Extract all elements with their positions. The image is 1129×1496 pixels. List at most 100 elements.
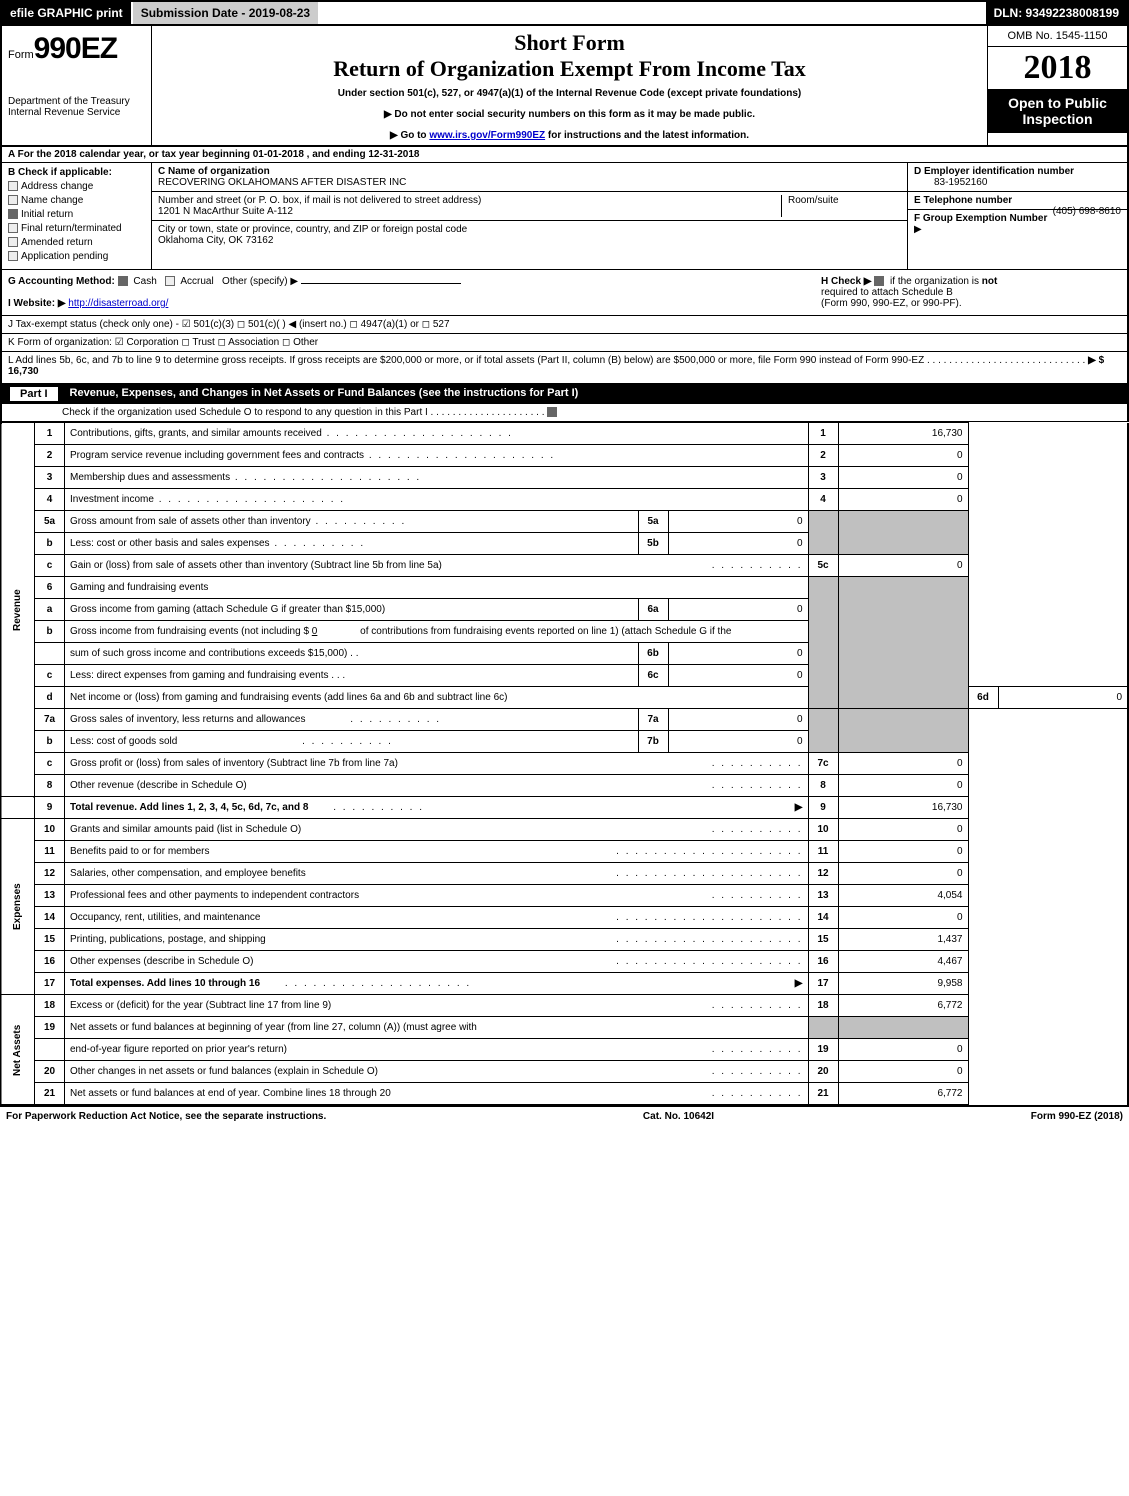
box-c-street-row: Number and street (or P. O. box, if mail… [152, 192, 907, 220]
submission-date: Submission Date - 2019-08-23 [133, 2, 318, 24]
dln-label: DLN: 93492238008199 [986, 2, 1127, 24]
chk-accrual[interactable] [165, 276, 175, 286]
l19-shade-amt [838, 1017, 968, 1039]
line-a-tax-year: A For the 2018 calendar year, or tax yea… [0, 147, 1129, 162]
l15-box: 15 [808, 929, 838, 951]
l11-box: 11 [808, 841, 838, 863]
box-d-label: D Employer identification number [914, 166, 1074, 177]
street-label: Number and street (or P. O. box, if mail… [158, 195, 481, 206]
l5a-sub: 5a [638, 511, 668, 533]
l6c-sval: 0 [668, 665, 808, 687]
l12-box: 12 [808, 863, 838, 885]
box-c-street: Number and street (or P. O. box, if mail… [158, 195, 781, 217]
other-label: Other (specify) ▶ [222, 276, 298, 287]
chk-amended-return[interactable]: Amended return [8, 237, 145, 248]
chk-final-return[interactable]: Final return/terminated [8, 223, 145, 234]
form-header: Form990EZ Department of the Treasury Int… [0, 26, 1129, 147]
chk-name-change[interactable]: Name change [8, 195, 145, 206]
irs-link[interactable]: www.irs.gov/Form990EZ [429, 130, 545, 141]
chk-initial-return[interactable]: Initial return [8, 209, 145, 220]
l6a-num: a [35, 599, 65, 621]
netassets-side-label: Net Assets [1, 995, 35, 1105]
ssn-warning: ▶ Do not enter social security numbers o… [160, 109, 979, 120]
l21-desc: Net assets or fund balances at end of ye… [65, 1083, 809, 1105]
l20-num: 20 [35, 1061, 65, 1083]
row-l: L Add lines 5b, 6c, and 7b to line 9 to … [0, 352, 1129, 384]
line-3: 3 Membership dues and assessments 3 0 [1, 467, 1128, 489]
l2-amt: 0 [838, 445, 968, 467]
revenue-side-label: Revenue [1, 423, 35, 797]
line-6: 6 Gaming and fundraising events [1, 577, 1128, 599]
footer-right: Form 990-EZ (2018) [1031, 1111, 1123, 1122]
website-link[interactable]: http://disasterroad.org/ [68, 298, 168, 309]
l6b-desc-2: sum of such gross income and contributio… [65, 643, 639, 665]
l14-box: 14 [808, 907, 838, 929]
chk-application-pending[interactable]: Application pending [8, 251, 145, 262]
l13-box: 13 [808, 885, 838, 907]
ein-value: 83-1952160 [914, 177, 987, 188]
part-1-table: Revenue 1 Contributions, gifts, grants, … [0, 422, 1129, 1105]
line-20: 20Other changes in net assets or fund ba… [1, 1061, 1128, 1083]
l6c-sub: 6c [638, 665, 668, 687]
l18-num: 18 [35, 995, 65, 1017]
cash-label: Cash [133, 276, 156, 287]
line-18: Net Assets 18Excess or (deficit) for the… [1, 995, 1128, 1017]
l16-desc: Other expenses (describe in Schedule O) [65, 951, 809, 973]
line-17: 17Total expenses. Add lines 10 through 1… [1, 973, 1128, 995]
l5b-num: b [35, 533, 65, 555]
l7a-num: 7a [35, 709, 65, 731]
tax-year: 2018 [988, 47, 1127, 89]
row-g: G Accounting Method: Cash Accrual Other … [8, 276, 821, 309]
header-right-box: OMB No. 1545-1150 2018 Open to Public In… [987, 26, 1127, 145]
h-label: H Check ▶ [821, 276, 871, 287]
line-7c: c Gross profit or (loss) from sales of i… [1, 753, 1128, 775]
l7c-amt: 0 [838, 753, 968, 775]
l16-box: 16 [808, 951, 838, 973]
line-21: 21Net assets or fund balances at end of … [1, 1083, 1128, 1105]
l12-num: 12 [35, 863, 65, 885]
l7c-box: 7c [808, 753, 838, 775]
l18-box: 18 [808, 995, 838, 1017]
dept-label-1: Department of the Treasury [8, 96, 145, 107]
l11-num: 11 [35, 841, 65, 863]
line-10: Expenses 10 Grants and similar amounts p… [1, 819, 1128, 841]
h-text1: if the organization is [890, 276, 982, 287]
city-value: Oklahoma City, OK 73162 [158, 235, 273, 246]
box-e: E Telephone number (405) 698-8610 [908, 192, 1127, 210]
line-5a: 5a Gross amount from sale of assets othe… [1, 511, 1128, 533]
l7b-sub: 7b [638, 731, 668, 753]
info-block: B Check if applicable: Address change Na… [0, 162, 1129, 270]
omb-number: OMB No. 1545-1150 [988, 26, 1127, 47]
other-specify-input[interactable] [301, 283, 461, 284]
l10-box: 10 [808, 819, 838, 841]
l6-num: 6 [35, 577, 65, 599]
l20-desc: Other changes in net assets or fund bala… [65, 1061, 809, 1083]
line-8: 8 Other revenue (describe in Schedule O)… [1, 775, 1128, 797]
goto-pre: ▶ Go to [390, 130, 429, 141]
l10-amt: 0 [838, 819, 968, 841]
l6d-num: d [35, 687, 65, 709]
l5a-desc: Gross amount from sale of assets other t… [65, 511, 639, 533]
l10-desc: Grants and similar amounts paid (list in… [65, 819, 809, 841]
chk-schedule-o[interactable] [547, 407, 557, 417]
phone-value: (405) 698-8610 [1053, 206, 1121, 217]
chk-address-change[interactable]: Address change [8, 181, 145, 192]
l14-num: 14 [35, 907, 65, 929]
box-d: D Employer identification number 83-1952… [908, 163, 1127, 192]
open-to-public: Open to Public Inspection [988, 89, 1127, 133]
efile-print-button[interactable]: efile GRAPHIC print [2, 2, 133, 24]
l7a-sval: 0 [668, 709, 808, 731]
chk-h[interactable] [874, 276, 884, 286]
footer-left: For Paperwork Reduction Act Notice, see … [6, 1111, 326, 1122]
l12-desc: Salaries, other compensation, and employ… [65, 863, 809, 885]
line-1: Revenue 1 Contributions, gifts, grants, … [1, 423, 1128, 445]
l6b-desc-1: Gross income from fundraising events (no… [65, 621, 809, 643]
l6b2-num [35, 643, 65, 665]
short-form-title: Short Form [160, 30, 979, 56]
box-c-wrap: C Name of organization RECOVERING OKLAHO… [152, 163, 907, 269]
chk-cash[interactable] [118, 276, 128, 286]
l1-desc: Contributions, gifts, grants, and simila… [65, 423, 809, 445]
l6b-num: b [35, 621, 65, 643]
l13-num: 13 [35, 885, 65, 907]
box-f-label: F Group Exemption Number [914, 213, 1047, 224]
